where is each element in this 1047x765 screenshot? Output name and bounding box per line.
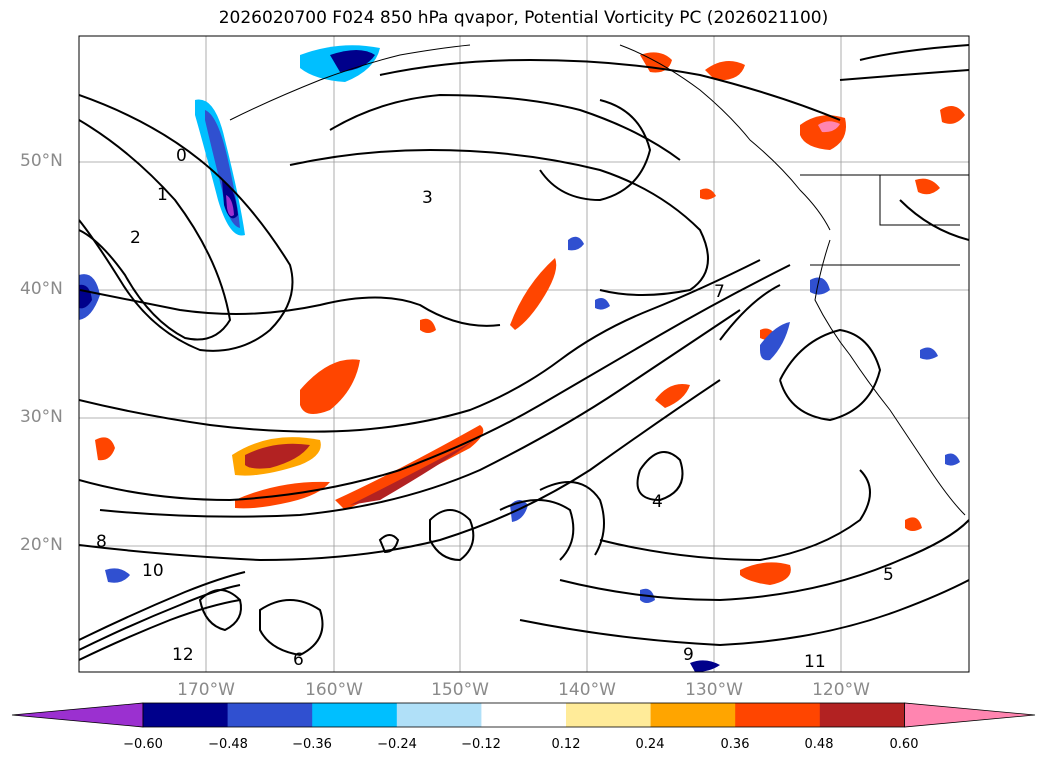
gridlines bbox=[79, 36, 969, 672]
lat-label-50n: 50°N bbox=[20, 151, 63, 171]
lon-label-140w: 140°W bbox=[558, 680, 616, 700]
colorbar-bin bbox=[481, 703, 567, 727]
pv-contour-lines bbox=[79, 44, 969, 661]
colorbar-tick: −0.24 bbox=[377, 737, 417, 752]
colorbar-tick: 0.24 bbox=[635, 737, 665, 752]
contour-label: 6 bbox=[293, 650, 304, 670]
colorbar-tick: −0.48 bbox=[208, 737, 248, 752]
lon-label-160w: 160°W bbox=[305, 680, 363, 700]
colorbar-outline bbox=[142, 702, 905, 728]
colorbar-bin bbox=[143, 703, 229, 727]
colorbar-tick: −0.12 bbox=[461, 737, 501, 752]
colorbar bbox=[11, 702, 1036, 728]
contour-label: 3 bbox=[422, 188, 433, 208]
lon-label-170w: 170°W bbox=[177, 680, 235, 700]
colorbar-extend-low bbox=[11, 702, 144, 728]
lon-label-130w: 130°W bbox=[685, 680, 743, 700]
colorbar-bin bbox=[566, 703, 652, 727]
contour-label: 9 bbox=[683, 645, 694, 665]
coastlines bbox=[229, 44, 969, 516]
contour-label: 8 bbox=[96, 532, 107, 552]
colorbar-bin bbox=[227, 703, 313, 727]
contour-label: 1 bbox=[157, 185, 168, 205]
colorbar-tick: −0.36 bbox=[292, 737, 332, 752]
colorbar-extend-high bbox=[904, 702, 1036, 728]
colorbar-bin bbox=[396, 703, 482, 727]
contour-label: 10 bbox=[142, 561, 164, 581]
colorbar-bin bbox=[819, 703, 905, 727]
contour-label: 7 bbox=[714, 282, 725, 302]
contour-label: 4 bbox=[652, 492, 663, 512]
plot-frame bbox=[78, 35, 970, 673]
lat-label-20n: 20°N bbox=[20, 535, 63, 555]
colorbar-tick: 0.48 bbox=[804, 737, 834, 752]
colorbar-tick: 0.12 bbox=[551, 737, 581, 752]
map-title: 2026020700 F024 850 hPa qvapor, Potentia… bbox=[218, 8, 829, 28]
lat-label-30n: 30°N bbox=[20, 407, 63, 427]
negative-anomaly-fills bbox=[79, 45, 960, 672]
contour-label: 2 bbox=[130, 228, 141, 248]
colorbar-bin bbox=[735, 703, 821, 727]
contour-label: 12 bbox=[172, 645, 194, 665]
positive-anomaly-fills bbox=[95, 52, 965, 585]
contour-label: 5 bbox=[883, 565, 894, 585]
lon-label-150w: 150°W bbox=[431, 680, 489, 700]
colorbar-bin bbox=[312, 703, 398, 727]
lat-label-40n: 40°N bbox=[20, 279, 63, 299]
colorbar-bin bbox=[650, 703, 736, 727]
contour-label: 11 bbox=[804, 652, 826, 672]
colorbar-tick: −0.60 bbox=[123, 737, 163, 752]
lon-label-120w: 120°W bbox=[812, 680, 870, 700]
colorbar-tick: 0.60 bbox=[889, 737, 919, 752]
contour-label: 0 bbox=[176, 146, 187, 166]
colorbar-tick: 0.36 bbox=[720, 737, 750, 752]
